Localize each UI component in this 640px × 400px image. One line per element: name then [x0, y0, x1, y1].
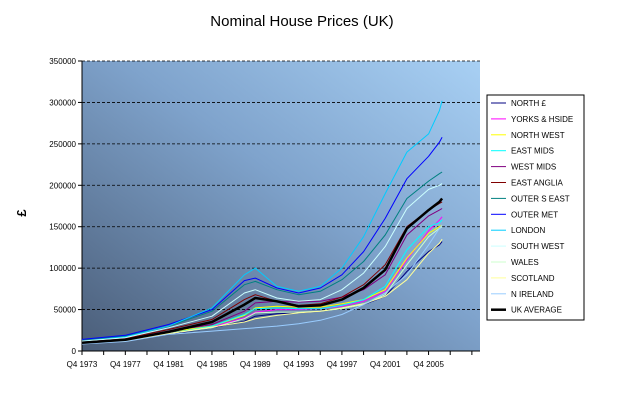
legend-label: SCOTLAND	[511, 274, 555, 283]
x-tick-label: Q4 1985	[197, 360, 228, 369]
chart-title: Nominal House Prices (UK)	[210, 13, 393, 30]
legend-label: UK AVERAGE	[511, 306, 562, 315]
legend-label: EAST MIDS	[511, 147, 554, 156]
series-line-6	[81, 171, 443, 341]
y-tick-label: 350000	[49, 57, 76, 66]
y-tick-label: 150000	[49, 223, 76, 232]
x-tick-label: Q4 1993	[283, 360, 314, 369]
legend-label: N IRELAND	[511, 290, 554, 299]
y-tick-label: 0	[72, 347, 77, 356]
x-tick-label: Q4 2005	[413, 360, 444, 369]
x-tick-label: Q4 2001	[370, 360, 401, 369]
series-line-11	[81, 238, 443, 344]
y-tick-label: 250000	[49, 140, 76, 149]
x-tick-label: Q4 1981	[153, 360, 184, 369]
plot-area	[82, 61, 480, 351]
legend-label: OUTER MET	[511, 210, 558, 219]
series-line-9	[81, 183, 443, 342]
legend-label: LONDON	[511, 226, 545, 235]
legend-label: NORTH £	[511, 99, 547, 108]
legend-label: WALES	[511, 258, 539, 267]
y-tick-label: 50000	[54, 306, 77, 315]
legend-label: WEST MIDS	[511, 163, 556, 172]
y-axis-label: £	[14, 209, 29, 217]
legend-label: YORKS & HSIDE	[511, 115, 573, 124]
x-tick-label: Q4 1997	[327, 360, 358, 369]
axes	[78, 60, 480, 355]
y-tick-labels: 0 50000 100000 150000 200000 250000 300000 3500…	[49, 57, 76, 356]
legend-label: OUTER S EAST	[511, 194, 570, 203]
legend	[486, 94, 585, 321]
legend-label: EAST ANGLIA	[511, 179, 564, 188]
series-lines	[81, 100, 444, 345]
x-tick-label: Q4 1977	[110, 360, 141, 369]
legend-label: NORTH WEST	[511, 131, 565, 140]
series-line-8	[81, 100, 443, 342]
legend-label: SOUTH WEST	[511, 242, 564, 251]
series-line-13	[81, 197, 444, 344]
x-tick-labels: Q4 1973 Q4 1977 Q4 1981 Q4 1985 Q4 1989 Q4 19…	[67, 360, 445, 369]
series-line-12	[81, 224, 443, 345]
y-tick-label: 300000	[49, 98, 76, 107]
y-tick-label: 200000	[49, 181, 76, 190]
x-tick-label: Q4 1989	[240, 360, 271, 369]
x-tick-label: Q4 1973	[67, 360, 98, 369]
legend-entries: NORTH £ YORKS & HSIDE NORTH WEST EAST MIDS W…	[491, 99, 573, 315]
gridlines	[82, 60, 480, 310]
y-tick-label: 100000	[49, 264, 76, 273]
